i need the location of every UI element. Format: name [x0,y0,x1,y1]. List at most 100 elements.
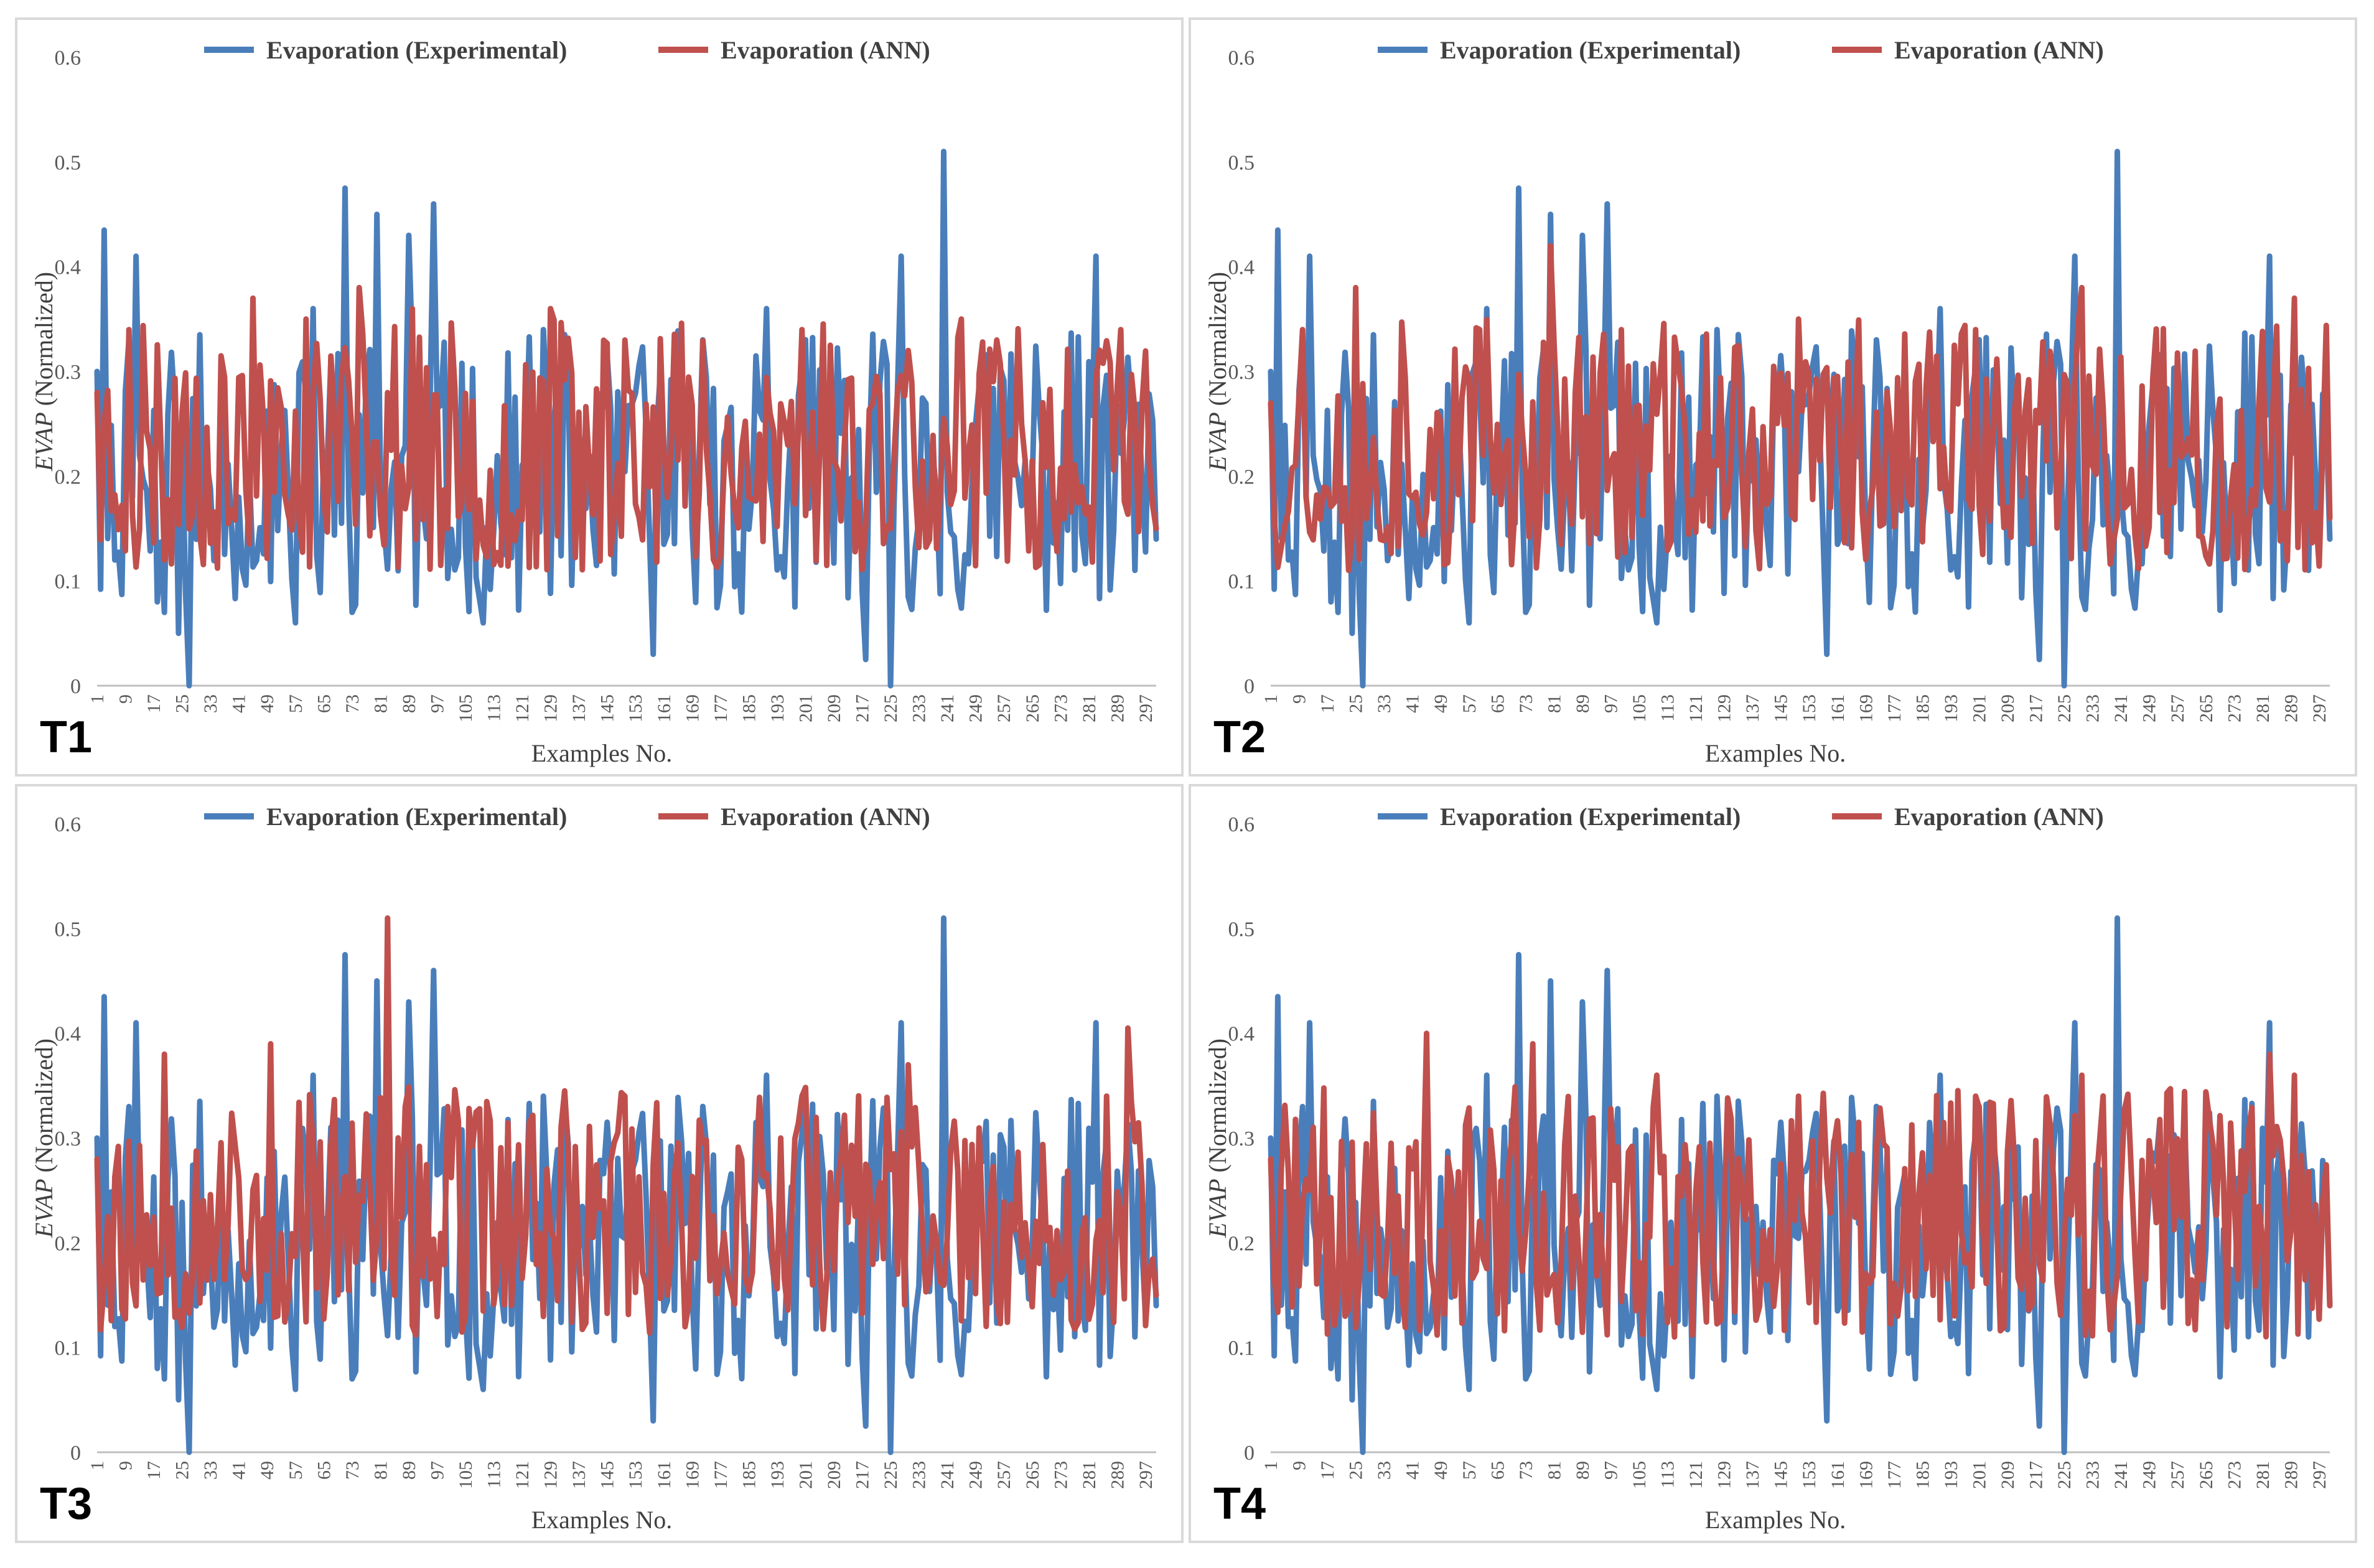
y-tick-label: 0 [70,1442,81,1465]
x-tick-label: 41 [229,694,250,713]
x-tick-label: 281 [2253,694,2273,722]
y-axis-title-unit: (Normalized) [30,272,58,412]
legend-label-ann: Evaporation (ANN) [721,803,930,831]
x-tick-label: 281 [1079,694,1100,722]
x-tick-label: 65 [1487,694,1508,713]
x-tick-label: 57 [286,694,306,713]
x-tick-label: 73 [1516,1461,1536,1480]
x-tick-label: 185 [739,694,759,722]
x-tick-label: 41 [229,1461,250,1480]
y-tick-label: 0.6 [55,47,82,70]
x-tick-label: 233 [2083,694,2103,722]
x-tick-label: 57 [1459,694,1480,713]
x-tick-label: 81 [1544,1461,1564,1480]
x-tick-label: 225 [2054,694,2075,722]
x-tick-label: 209 [824,694,844,722]
x-tick-label: 57 [1459,1461,1480,1480]
x-tick-label: 25 [172,1461,193,1480]
x-axis-title: Examples No. [531,739,673,767]
x-tick-label: 145 [597,694,618,722]
x-tick-label: 297 [2309,694,2330,722]
y-axis-title-var: EVAP [30,1178,58,1238]
x-tick-label: 121 [512,1461,533,1489]
y-axis-title-var: EVAP [1203,412,1231,472]
x-tick-label: 177 [1884,694,1905,722]
x-tick-label: 65 [314,1461,334,1480]
x-tick-label: 217 [2026,1461,2047,1489]
series-line-ann [94,284,1159,573]
y-tick-label: 0.5 [1228,151,1255,174]
y-tick-label: 0.2 [55,1232,82,1255]
x-tick-label: 273 [2224,1461,2245,1489]
x-tick-label: 41 [1403,694,1423,713]
x-tick-label: 289 [1107,1461,1128,1489]
x-tick-label: 193 [1941,694,1961,722]
chart-t4: 0 0.1 0.2 0.3 0.4 0.5 0.6 1 9 17 25 33 41 49 57 65 73 81 8… [1203,803,2333,1534]
legend-label-experimental: Evaporation (Experimental) [266,803,567,831]
x-tick-label: 17 [144,694,164,713]
y-tick-label: 0.4 [55,1023,82,1046]
series-line-ann [94,915,1159,1338]
x-tick-label: 241 [2111,1461,2131,1489]
y-axis-title-var: EVAP [1203,1178,1231,1238]
x-tick-label: 153 [1799,1461,1820,1489]
chart-panel-t1: 0 0.1 0.2 0.3 0.4 0.5 0.6 1 9 17 25 33 41 49 57 65 73 81 8… [15,17,1184,777]
x-tick-label: 1 [87,1461,108,1470]
x-tick-label: 9 [1289,1461,1310,1470]
chart-t1: 0 0.1 0.2 0.3 0.4 0.5 0.6 1 9 17 25 33 41 49 57 65 73 81 8… [30,36,1159,767]
x-tick-label: 137 [1742,1461,1763,1489]
x-axis-title: Examples No. [1705,739,1846,767]
x-tick-label: 9 [1289,694,1310,704]
x-tick-label: 113 [1658,1461,1678,1488]
x-tick-label: 153 [625,1461,646,1489]
x-tick-label: 17 [1317,694,1338,713]
y-tick-label: 0.1 [55,571,82,594]
y-axis-title-unit: (Normalized) [1203,1038,1231,1178]
x-tick-label: 289 [2281,1461,2301,1489]
x-tick-label: 201 [1969,694,1989,722]
x-tick-label: 257 [994,1461,1014,1489]
x-tick-label: 201 [1969,1461,1989,1489]
x-tick-label: 105 [1629,1461,1650,1489]
x-tick-label: 25 [1346,1461,1367,1480]
x-tick-label: 81 [1544,694,1564,713]
y-tick-label: 0.1 [1228,1337,1255,1360]
y-tick-label: 0 [1244,675,1255,698]
x-tick-label: 81 [370,694,391,713]
panel-label: T3 [40,1479,93,1529]
series-line-ann [1268,243,2333,574]
x-tick-label: 185 [1912,694,1933,722]
x-tick-label: 33 [1374,1461,1395,1480]
x-tick-label: 193 [767,694,788,722]
x-tick-label: 137 [569,694,589,722]
x-tick-label: 193 [1941,1461,1961,1489]
x-tick-label: 33 [200,694,221,713]
x-tick-label: 65 [1487,1461,1508,1480]
series-line-experimental [1268,149,2333,689]
legend-label-ann: Evaporation (ANN) [721,36,930,64]
y-axis-title-unit: (Normalized) [30,1038,58,1178]
x-tick-label: 129 [1714,694,1735,722]
x-tick-label: 97 [1601,694,1621,713]
x-tick-label: 281 [2253,1461,2273,1489]
x-tick-label: 41 [1403,1461,1423,1480]
x-tick-label: 233 [909,694,930,722]
x-tick-label: 73 [1516,694,1536,713]
panel-label: T1 [40,712,93,762]
x-tick-label: 217 [853,1461,873,1489]
y-tick-label: 0 [1244,1442,1255,1465]
x-tick-label: 17 [1317,1461,1338,1480]
x-tick-label: 177 [1884,1461,1905,1489]
x-tick-label: 241 [937,1461,958,1489]
y-tick-label: 0.1 [55,1337,82,1360]
panel-label: T4 [1213,1479,1266,1529]
y-tick-label: 0.1 [1228,571,1255,594]
y-axis-title: EVAP (Normalized) [30,272,58,472]
x-tick-label: 161 [654,694,675,722]
y-tick-label: 0 [70,675,81,698]
x-tick-label: 161 [654,1461,675,1489]
x-tick-label: 265 [2196,694,2217,722]
x-tick-label: 225 [2054,1461,2075,1489]
y-tick-label: 0.2 [1228,1232,1255,1255]
x-tick-label: 73 [342,1461,363,1480]
